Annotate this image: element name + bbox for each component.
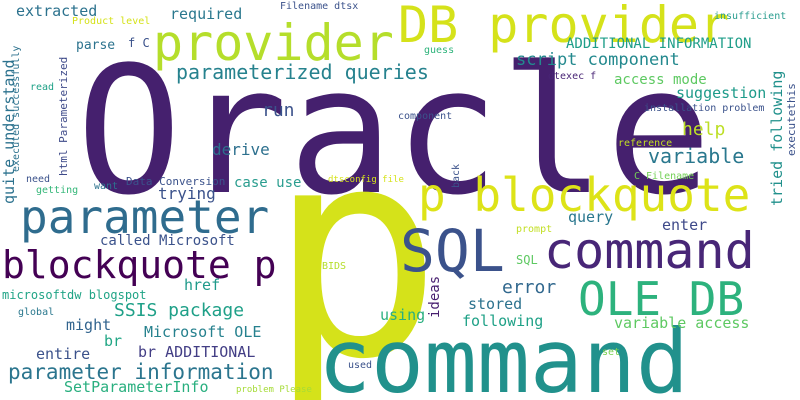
word-provider: provider [153, 14, 394, 72]
word-data-conversion: Data Conversion [126, 175, 226, 188]
word-parse: parse [76, 38, 116, 53]
word-following: following [462, 312, 544, 330]
word-derive: derive [212, 140, 270, 159]
word-using: using [380, 306, 426, 324]
word-bids: BIDS [322, 261, 347, 272]
word-run: run [262, 100, 295, 121]
word-command-mid: command [544, 222, 755, 280]
word-filename-dtsx: Filename dtsx [280, 1, 359, 12]
word-variable-access: variable access [614, 314, 750, 332]
word-microsoft-ole: Microsoft OLE [144, 323, 262, 341]
word-br: br [104, 332, 123, 350]
word-variable: variable [648, 144, 745, 168]
word-db-provider: DB provider [398, 0, 730, 54]
word-href: href [184, 276, 221, 294]
word-prompt: prompt [516, 224, 553, 235]
word-called-microsoft: called Microsoft [100, 233, 235, 249]
word-back: back [451, 163, 462, 188]
word-blockquote-p: blockquote p [2, 243, 277, 287]
word-parameter-information: parameter information [8, 360, 274, 384]
word-trying: trying [158, 184, 216, 203]
word-component: component [398, 111, 453, 122]
word-f-c: f C [128, 36, 150, 50]
word-microsoftdw-blogspot: microsoftdw blogspot [2, 288, 147, 302]
word-parameter: parameter [20, 190, 270, 244]
word-required: required [170, 5, 243, 23]
word-need: need [26, 174, 51, 185]
word-case-use: case use [234, 175, 302, 191]
word-stored: stored [468, 295, 523, 313]
word-p: p [268, 86, 443, 400]
word-installation-problem: installation problem [644, 103, 765, 114]
word-reference: reference [618, 138, 673, 149]
word-ole-db: OLE DB [578, 272, 745, 326]
word-error: error [502, 277, 557, 298]
word-c-filename: C Filename [634, 171, 695, 182]
word-tried-following: tried following [768, 70, 786, 206]
word-query: query [568, 208, 614, 226]
word-dtexec-f: dtexec f [548, 71, 597, 82]
word-getting: getting [36, 185, 79, 196]
word-sql-small: SQL [516, 253, 538, 267]
word-set: set [602, 347, 621, 358]
word-quite-understand: quite understand [0, 59, 18, 205]
word-script-component: script component [516, 50, 680, 70]
word-global: global [18, 307, 55, 318]
word-p-blockquote: p blockquote [418, 168, 751, 222]
word-parameterized-queries: parameterized queries [176, 60, 429, 84]
word-access-mode: access mode [614, 72, 707, 88]
word-html-parameterized: html Parameterized [57, 56, 70, 176]
word-additional-information: ADDITIONAL INFORMATION [566, 36, 752, 52]
word-entire: entire [36, 345, 91, 363]
word-setparameterinfo: SetParameterInfo [64, 378, 209, 396]
word-ssis-package: SSIS package [114, 300, 245, 321]
word-read: read [30, 82, 55, 93]
word-ideas: ideas [427, 275, 443, 318]
word-might: might [66, 316, 112, 334]
word-oracle: Oracle [76, 29, 712, 234]
word-problem-please: problem Please [236, 385, 312, 395]
word-want: want [94, 181, 119, 192]
word-suggestion: suggestion [676, 84, 767, 102]
word-enter: enter [662, 216, 708, 234]
word-help: help [682, 119, 726, 140]
word-insufficient: insufficient [714, 11, 787, 22]
word-guess: guess [424, 45, 455, 56]
word-used: used [348, 360, 373, 371]
word-command-large: command [318, 310, 689, 400]
word-br-additional: br ADDITIONAL [138, 343, 256, 361]
word-executethis: executethis [785, 83, 798, 156]
word-product-level: Product level [72, 16, 151, 27]
word-sql: SQL [400, 217, 505, 285]
word-extracted: extracted [16, 2, 98, 20]
word-dtsconfig-file: dtsconfig file [328, 175, 404, 185]
